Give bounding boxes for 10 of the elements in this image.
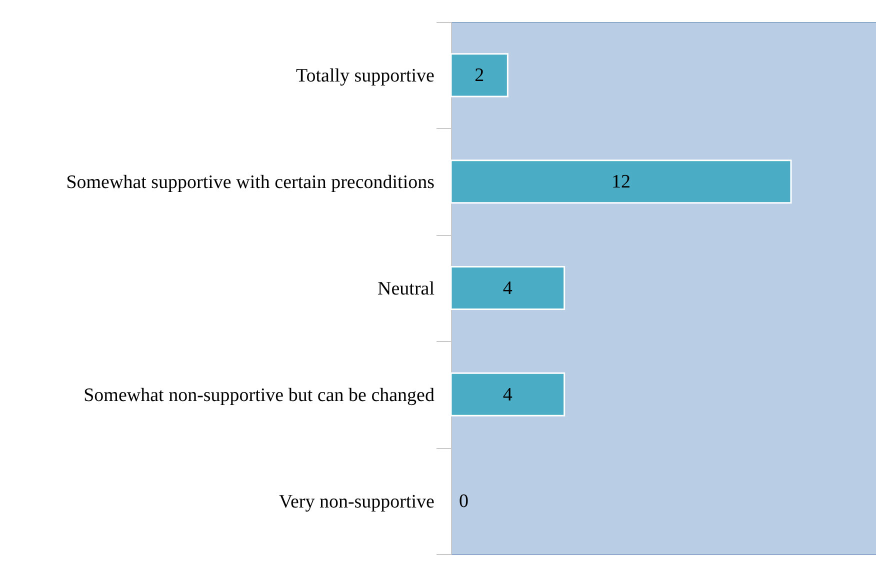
data-label: 2 — [474, 65, 484, 86]
data-label: 4 — [502, 384, 513, 406]
y-tick-label: Somewhat non-supportive but can be changed — [84, 384, 435, 406]
y-tick-label: Neutral — [378, 278, 434, 300]
y-tick-label: Somewhat supportive with certain preconditions — [66, 172, 434, 194]
data-label: 12 — [612, 172, 630, 193]
y-tick-label: Totally supportive — [296, 66, 434, 87]
y-tick-label: Very non-supportive — [278, 491, 434, 512]
data-label: 0 — [459, 490, 468, 512]
data-label: 4 — [502, 278, 513, 299]
